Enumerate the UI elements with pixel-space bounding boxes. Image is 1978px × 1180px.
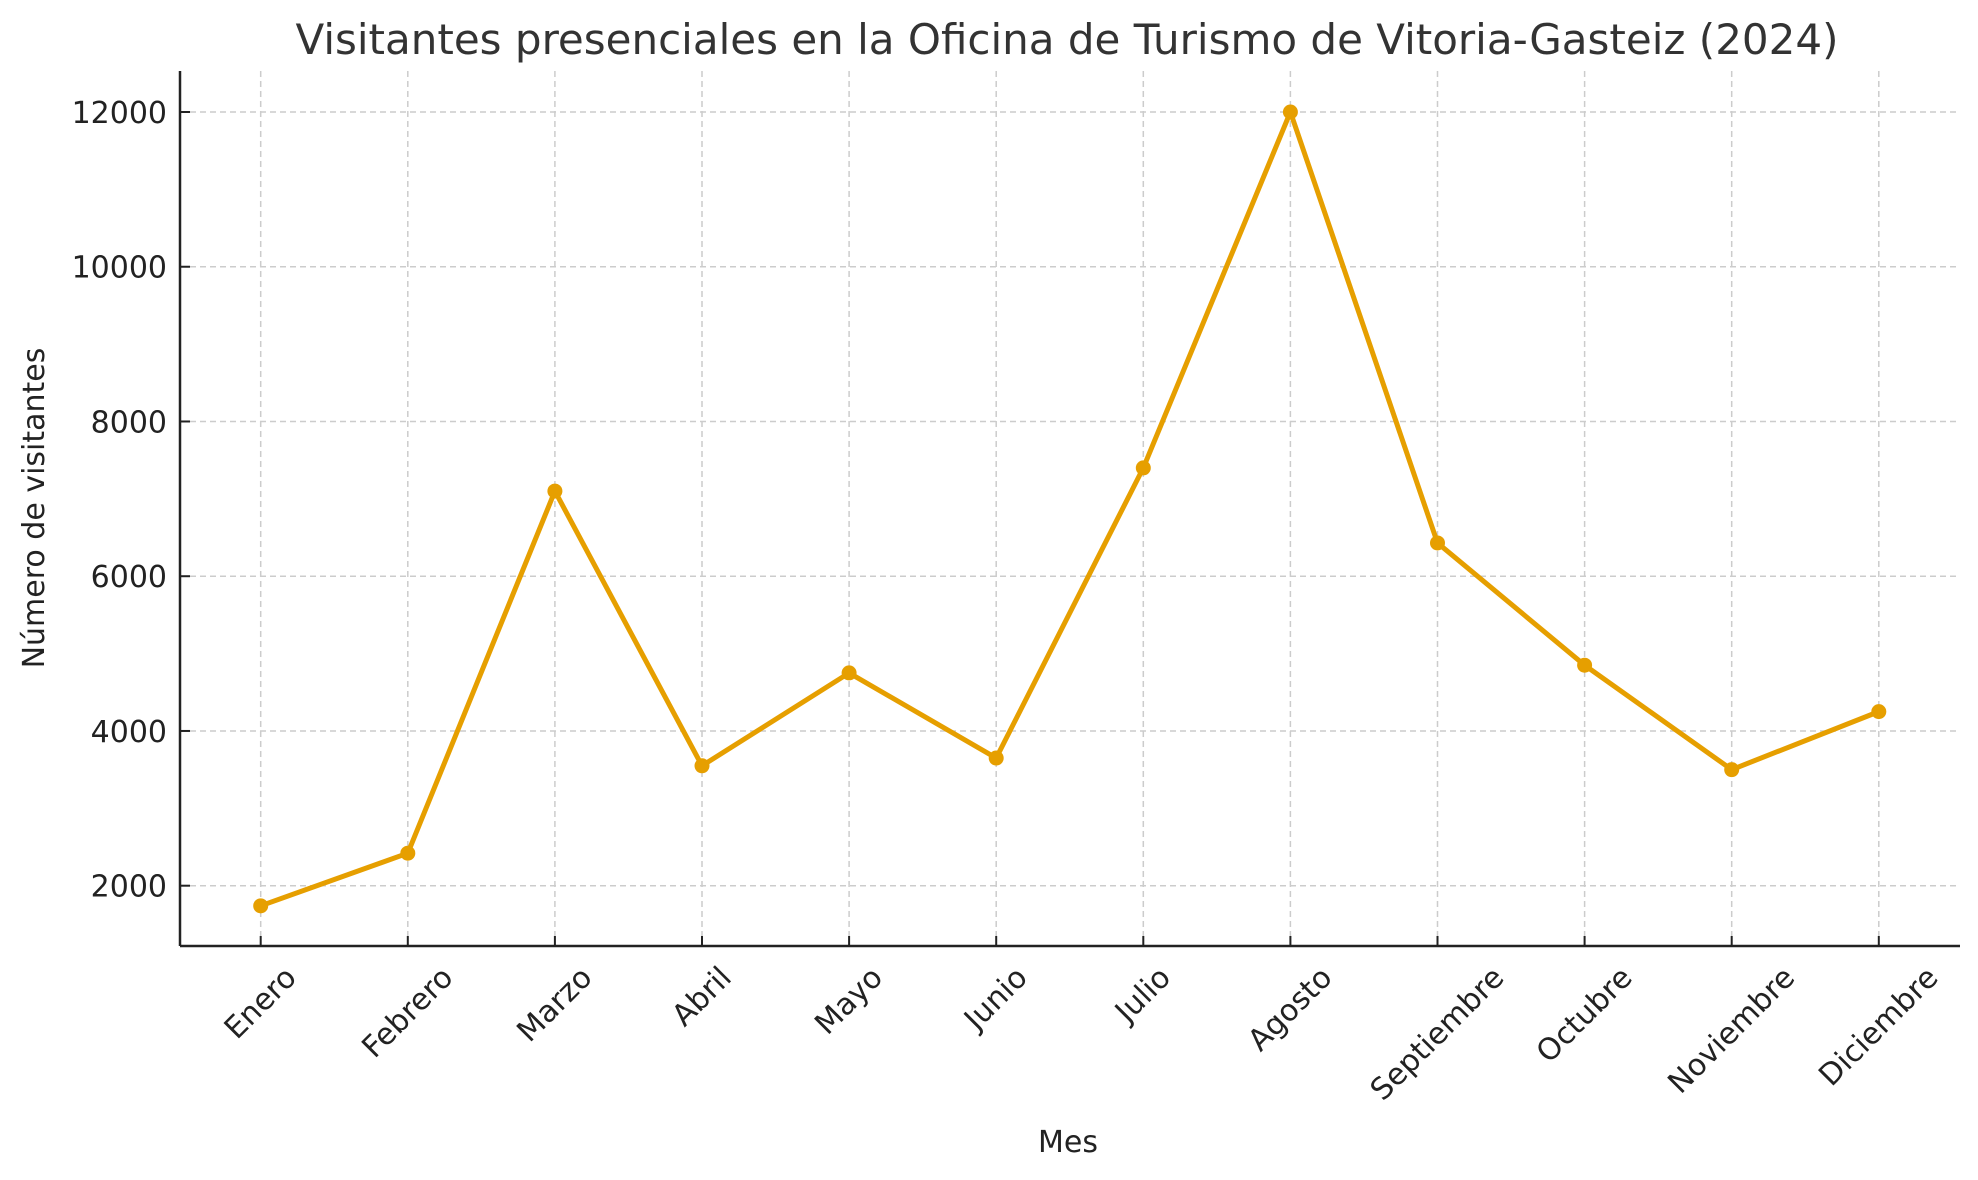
x-tick-label: Enero [218, 960, 304, 1046]
axes [178, 71, 1960, 948]
x-tick-label: Julio [1107, 960, 1178, 1031]
data-point-marker [988, 750, 1004, 766]
y-tick-label: 8000 [91, 405, 167, 440]
x-tick-label: Diciembre [1812, 960, 1945, 1093]
x-tick-label: Octubre [1530, 960, 1640, 1070]
grid-lines [180, 71, 1960, 946]
y-axis-ticks: 2000 4000 6000 8000 10000 12000 [72, 96, 190, 905]
y-axis-label: Número de visitantes [17, 348, 52, 669]
data-point-marker [1430, 535, 1445, 551]
chart-title: Visitantes presenciales en la Oficina de… [296, 15, 1839, 64]
x-tick-label: Noviembre [1661, 960, 1802, 1101]
y-tick-label: 4000 [91, 715, 167, 750]
y-tick-label: 2000 [91, 870, 167, 905]
y-tick-label: 12000 [72, 96, 167, 131]
data-point-marker [400, 845, 416, 861]
y-tick-label: 6000 [91, 560, 167, 595]
x-tick-label: Abril [665, 960, 738, 1033]
data-point-marker [547, 483, 563, 499]
x-tick-label: Agosto [1241, 960, 1339, 1058]
data-point-marker [1282, 104, 1298, 120]
data-point-marker [1577, 657, 1593, 673]
data-point-marker [1871, 704, 1887, 720]
data-point-marker [841, 665, 857, 681]
data-series [253, 104, 1887, 914]
y-tick-label: 10000 [72, 251, 167, 286]
x-axis-ticks: Enero Febrero Marzo Abril Mayo Junio Julio Agos… [218, 936, 1945, 1108]
data-point-marker [694, 758, 710, 774]
data-point-marker [1724, 762, 1740, 778]
x-tick-label: Mayo [808, 960, 890, 1042]
x-axis-label: Mes [1038, 1125, 1098, 1160]
x-tick-label: Marzo [510, 960, 599, 1049]
data-point-marker [253, 898, 269, 914]
x-tick-label: Septiembre [1364, 960, 1511, 1107]
visitors-line [258, 109, 1882, 909]
x-tick-label: Febrero [355, 960, 460, 1065]
x-tick-label: Junio [956, 960, 1034, 1038]
data-point-marker [1135, 460, 1151, 476]
